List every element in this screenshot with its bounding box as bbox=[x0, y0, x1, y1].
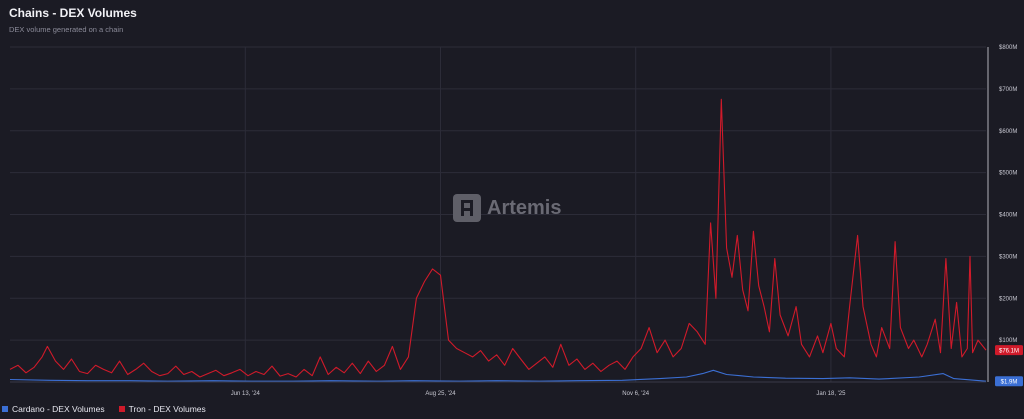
artemis-logo-icon bbox=[453, 194, 481, 222]
series-layer bbox=[9, 98, 987, 382]
last-value-label: $76.1M bbox=[999, 348, 1019, 354]
legend-label-tron: Tron - DEX Volumes bbox=[128, 404, 206, 414]
last-value-badge-bg bbox=[995, 376, 1023, 387]
axes: $100M $200M $300M $400M $500M $600M $700M $800M… bbox=[10, 45, 1023, 397]
y-tick-label: $600M bbox=[999, 129, 1017, 135]
legend-item-cardano[interactable]: Cardano - DEX Volumes bbox=[2, 404, 105, 414]
x-tick-label: Jun 13, '24 bbox=[231, 391, 261, 397]
y-tick-label: $500M bbox=[999, 171, 1017, 177]
watermark-text: Artemis bbox=[487, 196, 562, 219]
y-tick-label: $700M bbox=[999, 87, 1017, 93]
y-tick-label: $100M bbox=[999, 338, 1017, 344]
watermark: Artemis bbox=[453, 194, 561, 222]
legend-swatch-tron bbox=[118, 406, 125, 412]
series-line-cardano[interactable] bbox=[9, 369, 987, 382]
y-tick-label: $300M bbox=[999, 254, 1017, 260]
legend-label-cardano: Cardano - DEX Volumes bbox=[12, 404, 105, 414]
last-value-label: $1.9M bbox=[1001, 379, 1018, 385]
y-tick-label: $200M bbox=[999, 296, 1017, 302]
last-value-badge-cardano: $1.9M bbox=[995, 376, 1023, 387]
last-value-badge-tron: $76.1M bbox=[995, 345, 1023, 356]
legend-item-tron[interactable]: Tron - DEX Volumes bbox=[118, 404, 206, 414]
grid bbox=[10, 46, 986, 382]
chart-subtitle: DEX volume generated on a chain bbox=[9, 25, 124, 34]
chart-title: Chains - DEX Volumes bbox=[9, 6, 137, 20]
legend: Cardano - DEX Volumes Tron - DEX Volumes bbox=[2, 404, 206, 414]
series-line-tron[interactable] bbox=[9, 98, 987, 378]
x-tick-label: Aug 25, '24 bbox=[425, 391, 456, 397]
legend-swatch-cardano bbox=[2, 406, 8, 412]
last-value-badge-bg bbox=[995, 345, 1023, 356]
y-tick-label: $400M bbox=[999, 213, 1017, 219]
x-tick-label: Jan 18, '25 bbox=[816, 391, 846, 397]
y-tick-label: $800M bbox=[999, 45, 1017, 51]
x-tick-label: Nov 6, '24 bbox=[622, 391, 649, 397]
